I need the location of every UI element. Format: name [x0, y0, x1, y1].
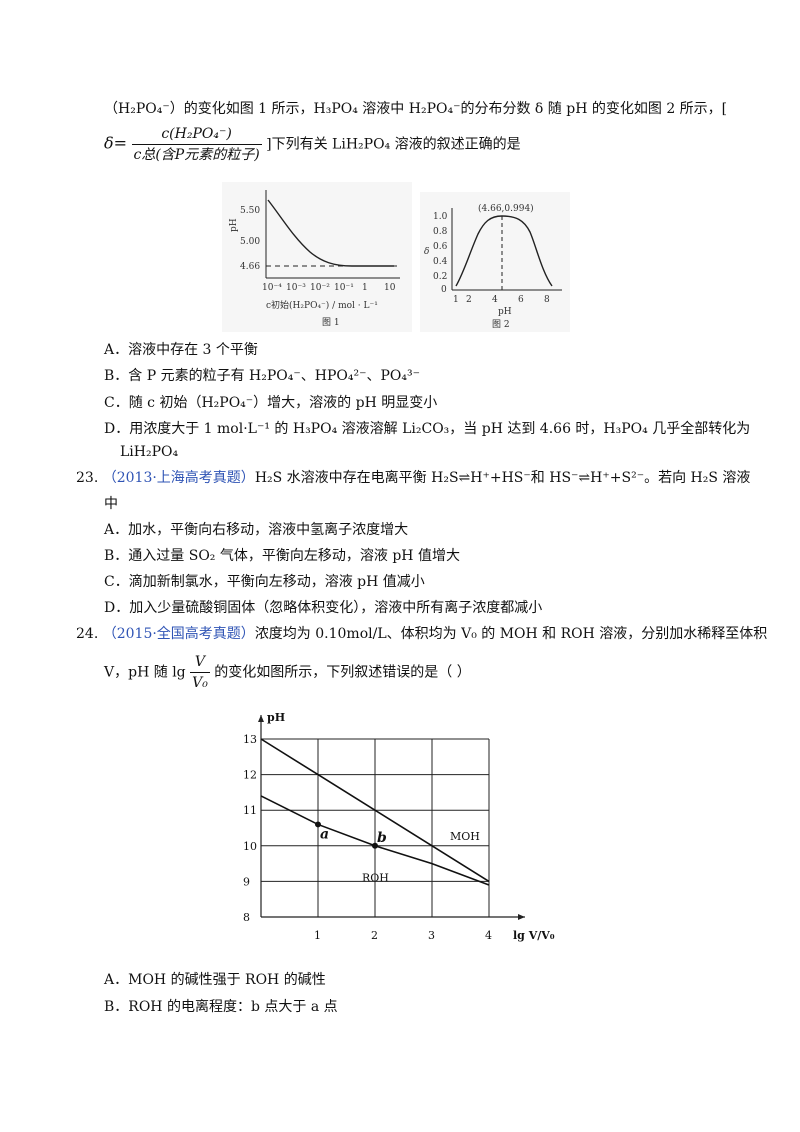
fig1-x-tick: 10⁻⁴	[262, 283, 282, 293]
y-tick-label: 13	[243, 733, 257, 746]
fig2-y-tick: 0.4	[433, 257, 448, 267]
q24-number: 24.	[76, 626, 99, 642]
q23-number: 23.	[76, 470, 99, 486]
q24-line2-pre: V，pH 随	[104, 664, 168, 681]
y-axis-label: pH	[267, 711, 285, 724]
q23-option-a: A．加水，平衡向右移动，溶液中氢离子浓度增大	[104, 522, 409, 538]
fig2-x-tick: 4	[492, 295, 498, 305]
q24-line2-post: 的变化如图所示，下列叙述错误的是（ ）	[214, 664, 471, 681]
delta-fraction: c(H₂PO₄⁻) c总(含P元素的粒子)	[131, 124, 262, 165]
q22-option-b: B．含 P 元素的粒子有 H₂PO₄⁻、HPO₄²⁻、PO₄³⁻	[104, 368, 421, 384]
x-tick-label: 3	[428, 929, 435, 942]
fig1-x-tick: 10⁻³	[286, 283, 306, 293]
x-tick-label: 2	[371, 929, 378, 942]
figure-1: pH 5.50 5.00 4.66 10⁻⁴ 10⁻³ 10⁻² 10⁻¹ 1 …	[222, 182, 412, 332]
volume-numerator: V	[190, 652, 210, 673]
q22-line2-tail: ]下列有关 LiH₂PO₄ 溶液的叙述正确的是	[266, 136, 521, 153]
x-axis-label: lg V/V₀	[513, 929, 555, 942]
fig1-y-tick: 4.66	[240, 262, 260, 272]
series-label-roh: ROH	[362, 872, 389, 885]
volume-denominator: V₀	[192, 675, 208, 691]
q23-option-b: B．通入过量 SO₂ 气体，平衡向左移动，溶液 pH 值增大	[104, 548, 460, 564]
fig1-x-tick: 1	[362, 283, 368, 293]
q23-option-c: C．滴加新制氯水，平衡向左移动，溶液 pH 值减小	[104, 574, 425, 590]
q22-line2: δ= c(H₂PO₄⁻) c总(含P元素的粒子) ]下列有关 LiH₂PO₄ 溶…	[104, 124, 521, 165]
q24-option-b: B．ROH 的电离程度：b 点大于 a 点	[104, 999, 338, 1015]
q24-text: 浓度均为 0.10mol/L、体积均为 V₀ 的 MOH 和 ROH 溶液，分别…	[254, 626, 768, 642]
q23-option-d: D．加入少量硫酸铜固体（忽略体积变化），溶液中所有离子浓度都减小	[104, 600, 543, 616]
series-label-moh: MOH	[450, 830, 480, 843]
q23-stem: 23. （2013·上海高考真题）H₂S 水溶液中存在电离平衡 H₂S⇌H⁺+H…	[76, 468, 750, 488]
point-a	[315, 821, 321, 828]
x-tick-label: 1	[314, 929, 321, 942]
point-label-b: b	[377, 830, 387, 846]
point-b	[372, 842, 378, 849]
fig2-y-axis-label: δ	[424, 247, 429, 257]
fig2-y-tick: 0.6	[433, 242, 448, 252]
y-tick-label: 9	[243, 875, 250, 888]
fig2-y-tick: 1.0	[433, 212, 448, 222]
fig1-curve	[267, 199, 394, 267]
fig1-y-axis-label: pH	[229, 218, 239, 232]
fig1-y-tick: 5.00	[240, 237, 260, 247]
y-axis-arrow	[258, 715, 264, 722]
y-tick-label: 12	[243, 769, 257, 782]
fig2-x-tick: 8	[544, 295, 550, 305]
delta-numerator: c(H₂PO₄⁻)	[131, 124, 262, 145]
y-tick-label: 11	[243, 804, 257, 817]
fig2-y-tick: 0.8	[433, 227, 448, 237]
fig2-y-tick: 0.2	[433, 272, 447, 282]
q22-option-a: A．溶液中存在 3 个平衡	[104, 342, 258, 358]
fig1-x-label: c初始(H₂PO₄⁻) / mol · L⁻¹	[266, 299, 378, 311]
point-label-a: a	[320, 826, 329, 842]
y-tick-label: 10	[243, 840, 257, 853]
fig1-x-tick: 10⁻²	[310, 283, 330, 293]
q24-stem: 24. （2015·全国高考真题）浓度均为 0.10mol/L、体积均为 V₀ …	[76, 624, 767, 644]
delta-denominator: c总(含P元素的粒子)	[133, 147, 260, 163]
q23-text: H₂S 水溶液中存在电离平衡 H₂S⇌H⁺+HS⁻和 HS⁻⇌H⁺+S²⁻。若向…	[254, 470, 751, 486]
q24-stem-line2: V，pH 随 lg V V₀ 的变化如图所示，下列叙述错误的是（ ）	[104, 652, 471, 693]
x-tick-label: 4	[485, 929, 492, 942]
fig1-x-tick: 10⁻¹	[334, 283, 354, 293]
fig2-x-tick: 1	[453, 295, 459, 305]
figure-2: δ 1.0 0.8 0.6 0.4 0.2 0 (4.66,0.994) 1 2…	[420, 192, 570, 332]
q22-line1: （H₂PO₄⁻）的变化如图 1 所示，H₃PO₄ 溶液中 H₂PO₄⁻的分布分数…	[104, 101, 728, 117]
volume-fraction: V V₀	[190, 652, 210, 693]
q24-option-a: A．MOH 的碱性强于 ROH 的碱性	[104, 972, 326, 988]
q22-option-d: D．用浓度大于 1 mol·L⁻¹ 的 H₃PO₄ 溶液溶解 Li₂CO₃，当 …	[104, 421, 751, 437]
fig2-x-tick: 6	[518, 295, 524, 305]
fig1-x-tick: 10	[384, 283, 396, 293]
fig2-x-label: pH	[498, 307, 512, 317]
y-tick-label: 8	[243, 911, 250, 924]
lg-label: lg	[172, 664, 186, 681]
fig2-caption: 图 2	[492, 319, 510, 330]
q23-source-tag: （2013·上海高考真题）	[102, 470, 255, 486]
series-line-moh	[260, 738, 490, 883]
fig1-caption: 图 1	[322, 317, 340, 328]
q23-stem-cont: 中	[104, 496, 118, 512]
x-axis-arrow	[518, 914, 525, 920]
q22-option-d-cont: LiH₂PO₄	[120, 444, 179, 460]
fig2-y-tick: 0	[441, 285, 447, 295]
fig1-y-tick: 5.50	[240, 206, 260, 216]
fig2-peak-label: (4.66,0.994)	[478, 203, 534, 214]
q24-source-tag: （2015·全国高考真题）	[102, 626, 255, 642]
delta-prefix: δ=	[104, 133, 128, 153]
q22-option-c: C．随 c 初始（H₂PO₄⁻）增大，溶液的 pH 明显变小	[104, 395, 438, 411]
fig2-x-tick: 2	[466, 295, 472, 305]
